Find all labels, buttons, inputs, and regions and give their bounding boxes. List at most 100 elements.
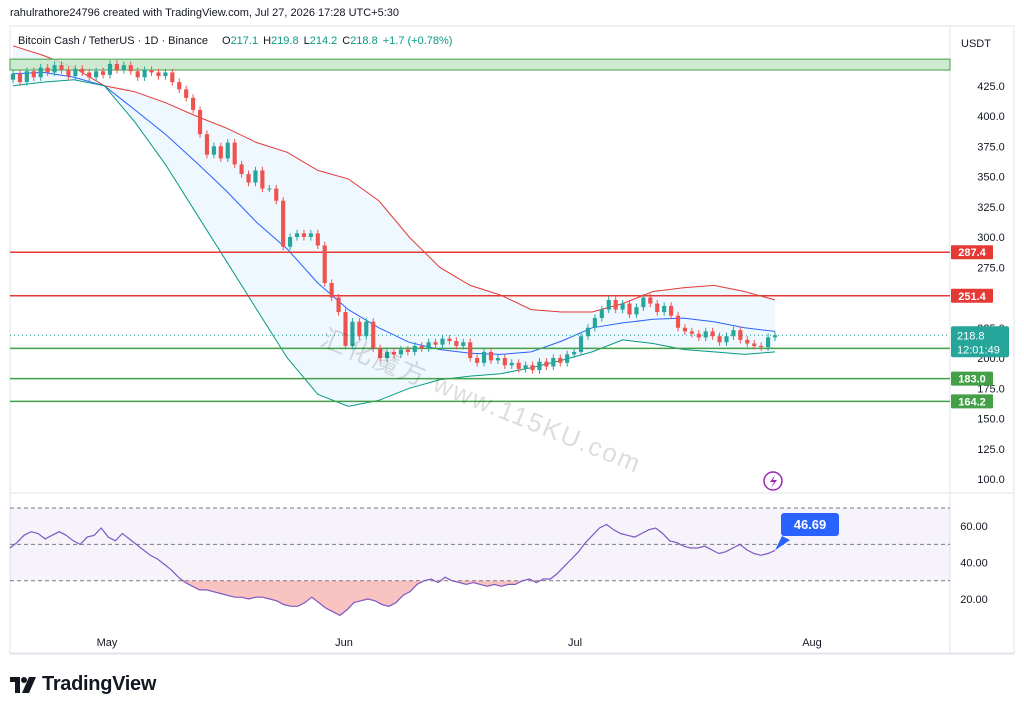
candle-down — [177, 82, 182, 90]
lightning-icon — [763, 471, 783, 491]
candle-down — [80, 68, 85, 73]
candle-down — [274, 188, 279, 201]
candle-down — [454, 341, 459, 346]
chart-credit: rahulrathore24796 created with TradingVi… — [10, 7, 400, 19]
candle-down — [530, 365, 535, 371]
candle-up — [565, 354, 570, 363]
candle-down — [613, 299, 618, 310]
candle-down — [156, 72, 161, 77]
candle-down — [66, 70, 71, 77]
candle-up — [461, 342, 466, 346]
rsi-callout-value: 46.69 — [794, 517, 827, 532]
candle-down — [301, 233, 307, 237]
rsi-tick-label: 20.00 — [960, 594, 988, 606]
candle-down — [752, 343, 757, 346]
bollinger-upper — [12, 45, 776, 313]
candle-down — [516, 362, 521, 369]
candle-down — [468, 342, 473, 358]
candle-down — [675, 315, 681, 328]
candle-down — [689, 331, 694, 334]
last-price-badge — [951, 326, 1009, 358]
time-tick-label: May — [97, 637, 118, 649]
candle-up — [772, 335, 778, 338]
candle-up — [94, 71, 99, 78]
rsi-callout-pointer — [775, 536, 790, 551]
candle-up — [24, 71, 29, 83]
rsi-line — [9, 523, 776, 617]
candle-up — [641, 297, 646, 308]
candle-up — [384, 351, 390, 358]
candle-up — [634, 307, 639, 315]
candle-down — [232, 142, 237, 165]
candle-up — [121, 65, 126, 71]
symbol-title: Bitcoin Cash / TetherUS · 1D · Binance — [18, 35, 208, 47]
candle-down — [184, 89, 189, 98]
candle-up — [765, 337, 771, 348]
candle-up — [294, 233, 300, 237]
candle-up — [703, 331, 708, 338]
candle-up — [426, 342, 431, 349]
support-level-label: 164.2 — [958, 396, 986, 408]
candle-up — [163, 72, 168, 77]
candle-down — [696, 333, 701, 338]
candle-down — [59, 65, 64, 71]
candle-down — [433, 342, 438, 345]
candle-down — [204, 134, 210, 155]
candle-up — [10, 73, 16, 80]
candle-down — [357, 321, 362, 337]
support-level-badge — [951, 394, 993, 409]
rsi-tick-label: 60.00 — [960, 521, 988, 533]
resistance-zone — [9, 58, 951, 71]
tradingview-logo-icon — [10, 676, 36, 693]
candle-down — [759, 345, 764, 348]
candle-up — [350, 321, 355, 346]
candle-down — [45, 67, 50, 73]
candle-up — [38, 67, 43, 78]
candle-up — [211, 146, 216, 155]
candle-down — [378, 348, 383, 358]
candle-down — [738, 330, 743, 340]
price-tick-label: 100.0 — [977, 474, 1005, 486]
price-tick-label: 425.0 — [977, 81, 1005, 93]
candle-up — [592, 318, 597, 328]
candle-down — [218, 146, 223, 159]
candle-down — [170, 72, 175, 83]
candle-down — [655, 303, 660, 313]
candle-down — [343, 312, 348, 346]
time-tick-label: Jul — [568, 637, 582, 649]
candle-down — [114, 63, 119, 71]
price-tick-label: 375.0 — [977, 141, 1005, 153]
candle-up — [52, 65, 57, 73]
candle-up — [495, 358, 500, 361]
candle-down — [745, 339, 750, 344]
candle-down — [447, 338, 452, 342]
candle-up — [440, 338, 445, 345]
candle-down — [191, 97, 196, 110]
chart-frame — [9, 25, 1015, 654]
candle-down — [717, 336, 722, 343]
candle-up — [606, 299, 611, 310]
price-tick-label: 125.0 — [977, 444, 1005, 456]
rsi-tick-label: 40.00 — [960, 558, 988, 570]
candle-up — [509, 362, 514, 366]
candle-up — [731, 330, 736, 337]
candle-up — [308, 233, 313, 237]
candle-down — [371, 321, 376, 349]
candle-down — [260, 170, 265, 189]
ohlc-readout: O217.1 H219.8 L214.2 C218.8 +1.7 (+0.78%) — [222, 35, 452, 47]
candle-up — [398, 349, 404, 355]
candle-up — [73, 68, 78, 77]
candle-down — [336, 297, 341, 313]
candle-down — [322, 245, 327, 283]
candle-up — [572, 351, 577, 355]
candle-down — [281, 200, 286, 247]
candle-down — [488, 351, 494, 361]
candle-down — [405, 349, 410, 352]
tradingview-logo[interactable]: TradingView — [10, 673, 156, 696]
price-tick-label: 275.0 — [977, 262, 1005, 274]
candle-up — [578, 336, 584, 352]
lightning-icon-glyph — [770, 475, 777, 488]
candle-down — [669, 305, 674, 316]
candle-up — [537, 361, 542, 371]
